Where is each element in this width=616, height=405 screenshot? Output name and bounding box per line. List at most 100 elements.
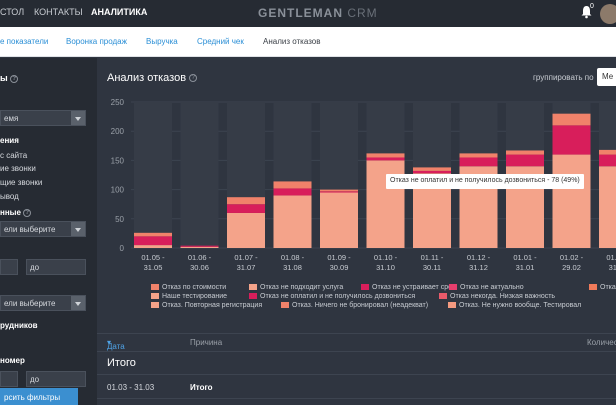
period-select[interactable]: емя <box>0 110 86 126</box>
bar-segment <box>552 125 591 155</box>
bar-segment <box>413 170 451 174</box>
filters-header: ы ? <box>0 73 19 83</box>
column-date[interactable]: Дата ▾ <box>107 338 125 351</box>
source-item-site[interactable]: с сайта <box>0 151 28 160</box>
legend-item[interactable]: Отказ не устраивает срок <box>361 284 455 291</box>
x-tick-label: 01.01 - <box>513 253 537 262</box>
bar-segment <box>599 166 616 248</box>
legend-swatch <box>151 293 159 300</box>
bar-segment <box>134 232 172 237</box>
help-icon[interactable]: ? <box>23 208 32 217</box>
data-select-value: ели выберите <box>4 225 56 234</box>
legend-label: Отказ по стоимости <box>162 284 227 291</box>
x-tick-label: 01.11 - <box>421 253 444 262</box>
help-icon[interactable]: ? <box>10 74 19 83</box>
table-header: Дата ▾ Причина Количес <box>97 334 616 351</box>
number-to-input[interactable]: до <box>26 371 86 387</box>
column-reason[interactable]: Причина <box>190 338 223 347</box>
bar-segment <box>227 212 265 248</box>
y-tick-label: 250 <box>111 98 125 107</box>
range-to-input[interactable]: до <box>26 259 86 275</box>
employees-header: рудников <box>0 321 38 330</box>
y-tick-label: 0 <box>120 244 125 253</box>
legend-item[interactable]: Отказ. Ничего не бронировал (неадекват) <box>281 302 428 309</box>
x-tick-label: 31.10 <box>376 263 395 272</box>
source-item-calls-in[interactable]: ие звонки <box>0 164 36 173</box>
help-icon[interactable]: ? <box>189 74 198 83</box>
legend-item[interactable]: Отказ некогда. Низкая важность <box>439 293 555 300</box>
bar-segment <box>227 197 265 205</box>
bar-segment <box>320 189 358 192</box>
legend-swatch <box>361 284 369 291</box>
range-from-input[interactable] <box>0 259 18 275</box>
number-from-input[interactable] <box>0 371 18 387</box>
manager-select[interactable]: ели выберите <box>0 295 86 311</box>
source-item-withdraw[interactable]: ывод <box>0 192 19 201</box>
legend-label: Отказ. Не нужно вообще. Тестировал <box>459 302 582 309</box>
bar-segment <box>366 157 405 161</box>
bell-icon[interactable] <box>580 5 593 19</box>
legend-item[interactable]: Отказ не актуально <box>449 284 524 291</box>
bar-segment <box>599 154 616 167</box>
chart-tooltip: Отказ не оплатил и не получилось дозвони… <box>386 174 584 189</box>
legend-item[interactable]: Отказ. Повторная регистрация <box>151 302 262 309</box>
tab-key-indicators[interactable]: е показатели <box>0 37 49 46</box>
bar-segment <box>180 245 219 247</box>
data-select[interactable]: ели выберите <box>0 221 86 237</box>
legend-item[interactable]: Отказ по стоимости <box>151 284 226 291</box>
x-tick-label: 30.09 <box>330 263 349 272</box>
legend-label: Отказ не устраивает срок <box>372 284 456 291</box>
group-by-select[interactable]: Ме <box>597 68 616 86</box>
legend-swatch <box>249 284 257 291</box>
legend-item[interactable]: Отказ. Не нужно вообще. Тестировал <box>448 302 581 309</box>
legend-item[interactable]: Отказ не подходит услуга <box>249 284 343 291</box>
x-tick-label: 30.06 <box>190 263 209 272</box>
legend-item[interactable]: Отказ другое <box>589 284 616 291</box>
x-tick-label: 31.05 <box>144 263 163 272</box>
x-tick-label: 01.03 - <box>606 253 616 262</box>
nav-item-contacts[interactable]: КОНТАКТЫ <box>34 7 83 17</box>
x-tick-label: 30.11 <box>423 263 441 272</box>
bar-segment <box>459 157 498 167</box>
table-divider <box>97 351 616 352</box>
x-tick-label: 31.01 <box>516 263 535 272</box>
legend-label: Отказ. Повторная регистрация <box>162 302 263 309</box>
chevron-down-icon <box>71 296 85 310</box>
x-tick-label: 01.08 - <box>281 253 305 262</box>
y-tick-label: 50 <box>115 215 124 224</box>
x-tick-label: 01.06 - <box>188 253 212 262</box>
bar-segment <box>273 195 312 248</box>
avatar[interactable] <box>600 4 616 24</box>
summary-title: Итого <box>107 357 136 369</box>
bar-segment <box>273 188 312 196</box>
x-tick-label: 01.10 - <box>374 253 398 262</box>
y-tick-label: 150 <box>111 156 125 165</box>
tab-average-check[interactable]: Средний чек <box>197 37 244 46</box>
bar-segment <box>180 246 219 248</box>
reset-filters-button[interactable]: рсить фильтры <box>0 388 78 405</box>
page-title: Анализ отказов ? <box>107 72 198 84</box>
legend-label: Отказ. Ничего не бронировал (неадекват) <box>292 302 429 309</box>
top-bar: СТОЛ КОНТАКТЫ АНАЛИТИКА GENTLEMAN CRM 0 <box>0 0 616 27</box>
legend-label: Отказ другое <box>600 284 616 291</box>
x-tick-label: 01.09 - <box>327 253 351 262</box>
nav-item-desk[interactable]: СТОЛ <box>0 7 25 17</box>
nav-item-analytics[interactable]: АНАЛИТИКА <box>91 7 148 17</box>
source-item-calls-out[interactable]: щие звонки <box>0 178 43 187</box>
chart-legend: Отказ по стоимости Отказ не подходит услу… <box>151 284 616 320</box>
manager-select-value: ели выберите <box>4 299 56 308</box>
tab-refusal-analysis[interactable]: Анализ отказов <box>263 37 321 46</box>
bar-segment <box>134 245 172 248</box>
bar-segment <box>459 153 498 158</box>
period-select-value: емя <box>4 114 19 123</box>
bar-segment <box>599 149 616 155</box>
tab-sales-funnel[interactable]: Воронка продаж <box>66 37 127 46</box>
x-tick-label: 01.05 - <box>141 253 165 262</box>
legend-item[interactable]: Отказ не оплатил и не получилось дозвони… <box>249 293 415 300</box>
legend-swatch <box>448 302 456 309</box>
column-count[interactable]: Количес <box>587 338 616 347</box>
table-divider <box>97 398 616 399</box>
bar-background <box>180 102 219 248</box>
tab-revenue[interactable]: Выручка <box>146 37 178 46</box>
legend-item[interactable]: Наше тестирование <box>151 293 227 300</box>
